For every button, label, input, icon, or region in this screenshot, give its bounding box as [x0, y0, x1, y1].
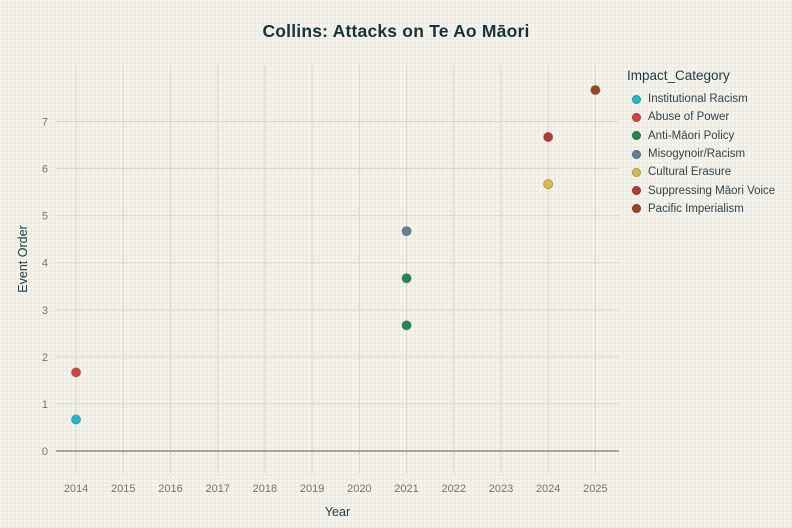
- y-tick-label: 4: [42, 258, 48, 270]
- data-point: [401, 273, 412, 284]
- legend-item: Pacific Imperialism: [626, 200, 790, 218]
- legend-item: Abuse of Power: [626, 108, 790, 126]
- x-tick-label: 2025: [583, 483, 607, 495]
- legend-swatch-icon: [632, 94, 641, 104]
- x-tick-label: 2022: [442, 483, 466, 495]
- data-point: [543, 178, 554, 190]
- legend-label: Pacific Imperialism: [648, 202, 744, 215]
- data-point: [70, 367, 82, 378]
- legend-swatch-icon: [632, 149, 641, 159]
- x-axis-title: Year: [324, 505, 351, 519]
- legend-label: Abuse of Power: [648, 111, 730, 124]
- y-tick-label: 5: [42, 211, 48, 223]
- x-tick-label: 2015: [111, 483, 135, 495]
- x-tick-label: 2021: [394, 483, 418, 495]
- x-tick-label: 2019: [300, 483, 324, 495]
- legend-swatch-icon: [632, 167, 641, 177]
- legend-item: Anti-Māori Policy: [626, 127, 790, 145]
- legend-title: Impact_Category: [627, 68, 730, 83]
- y-tick-label: 2: [42, 352, 48, 364]
- y-tick-label: 3: [42, 305, 48, 317]
- y-tick-label: 1: [42, 399, 48, 411]
- legend: Impact_Category Institutional Racism Abus…: [626, 68, 790, 218]
- x-tick-label: 2017: [205, 483, 229, 495]
- legend-swatch-icon: [632, 112, 641, 122]
- legend-label: Suppressing Māori Voice: [648, 184, 776, 197]
- data-point: [543, 131, 554, 143]
- legend-item: Cultural Erasure: [626, 163, 790, 181]
- legend-swatch-icon: [632, 186, 641, 196]
- legend-item: Misogynoir/Racism: [626, 145, 790, 163]
- x-tick-label: 2024: [536, 483, 560, 495]
- x-tick-label: 2023: [489, 483, 513, 495]
- data-point: [401, 226, 412, 237]
- data-point: [590, 84, 601, 96]
- legend-label: Institutional Racism: [648, 93, 748, 106]
- y-tick-label: 0: [42, 446, 48, 458]
- legend-items: Institutional Racism Abuse of Power Anti-M…: [626, 90, 790, 218]
- legend-label: Cultural Erasure: [648, 166, 732, 179]
- x-tick-label: 2016: [158, 483, 182, 495]
- y-tick-label: 7: [42, 116, 48, 128]
- legend-item: Institutional Racism: [626, 90, 790, 108]
- x-tick-label: 2014: [64, 483, 88, 495]
- chart-title: Collins: Attacks on Te Ao Māori: [262, 21, 530, 41]
- legend-item: Suppressing Māori Voice: [626, 181, 790, 199]
- x-tick-label: 2018: [253, 483, 277, 495]
- y-tick-label: 6: [42, 164, 48, 176]
- data-point: [70, 414, 82, 425]
- legend-swatch-icon: [632, 131, 641, 141]
- x-tick-label: 2020: [347, 483, 371, 495]
- legend-swatch-icon: [632, 204, 641, 214]
- legend-label: Misogynoir/Racism: [648, 148, 746, 161]
- data-point: [401, 320, 412, 331]
- legend-label: Anti-Māori Policy: [648, 129, 735, 142]
- y-axis-title: Event Order: [16, 225, 30, 293]
